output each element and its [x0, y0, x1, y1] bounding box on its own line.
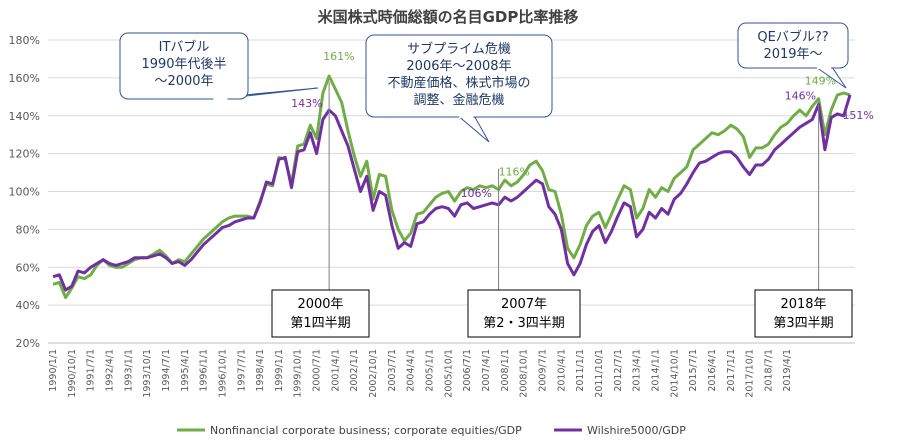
x-tick-label: 1997/7/1: [236, 349, 247, 392]
period-box-text: 2018年: [780, 297, 826, 312]
x-tick-label: 2011/10/1: [594, 349, 605, 398]
x-tick-label: 2018/7/1: [763, 349, 774, 392]
x-tick-label: 1991/7/1: [86, 349, 97, 392]
y-tick-label: 80%: [16, 223, 40, 236]
peak-label: 149%: [805, 75, 836, 88]
callout-box: [365, 34, 553, 118]
x-tick-label: 1996/1/1: [199, 349, 210, 392]
x-tick-label: 2014/1/1: [650, 349, 661, 392]
x-tick-label: 1993/10/1: [142, 349, 153, 398]
peak-label: 116%: [499, 166, 530, 179]
x-tick-label: 2016/4/1: [707, 349, 718, 392]
period-box: [271, 289, 370, 338]
legend: Nonfinancial corporate business; corpora…: [177, 424, 686, 437]
x-tick-label: 2000/7/1: [312, 349, 323, 392]
x-tick-label: 1990/10/1: [67, 349, 78, 398]
x-tick-label: 2013/4/1: [632, 349, 643, 392]
x-axis-ticks: 1990/1/1 1990/10/1 1991/7/1 1992/4/1 1993/1/…: [48, 342, 855, 398]
peak-label: 151%: [842, 109, 873, 122]
x-tick-label: 2014/10/1: [669, 349, 680, 398]
x-tick-label: 2002/1/1: [349, 349, 360, 392]
y-tick-label: 180%: [9, 34, 40, 47]
x-tick-label: 2006/7/1: [462, 349, 473, 392]
x-tick-label: 2012/7/1: [613, 349, 624, 392]
series-line-nonfinancial: [52, 74, 851, 300]
peak-label: 161%: [323, 50, 354, 63]
peak-label: 143%: [291, 97, 322, 110]
x-tick-label: 2001/4/1: [330, 349, 341, 392]
callouts: ITバブル 1990年代後半〜2000年 サブプライム危機 2006年〜2008年不動…: [119, 22, 849, 143]
x-tick-label: 2011/1/1: [575, 349, 586, 392]
y-tick-label: 60%: [16, 261, 40, 274]
y-tick-label: 40%: [16, 299, 40, 312]
callout-text: サブプライム危機: [407, 41, 511, 57]
x-tick-label: 1992/4/1: [104, 349, 115, 392]
peak-label: 146%: [785, 89, 816, 102]
peak-label: 106%: [461, 187, 492, 200]
y-tick-label: 20%: [16, 337, 40, 350]
legend-label: Nonfinancial corporate business; corpora…: [210, 424, 522, 437]
x-tick-label: 2015/7/1: [688, 349, 699, 392]
x-tick-label: 1993/1/1: [123, 349, 134, 392]
series-line-wilshire: [52, 94, 852, 292]
x-tick-label: 2005/10/1: [443, 349, 454, 398]
y-axis-ticks: 20% 40% 60% 80% 100% 120% 140% 160% 180%: [9, 34, 40, 350]
callout-text: 1990年代後半: [141, 57, 226, 72]
x-tick-label: 1999/1/1: [274, 349, 285, 392]
callout-text: 調整、金融危機: [413, 92, 504, 108]
x-tick-label: 2017/1/1: [726, 349, 737, 392]
y-tick-label: 160%: [9, 72, 40, 85]
peak-labels: 161% 143% 116% 106% 149%146% 151%: [291, 50, 874, 200]
y-tick-label: 120%: [9, 148, 40, 161]
period-box-text: 2007年: [501, 297, 547, 312]
x-tick-label: 1999/10/1: [293, 349, 304, 398]
period-box-text: 第2・3四半期: [483, 316, 565, 331]
x-tick-label: 1990/1/1: [48, 349, 59, 392]
period-box: [467, 289, 581, 338]
callout-text: QEバブル??: [757, 29, 828, 45]
x-tick-label: 1996/10/1: [217, 349, 228, 398]
period-box-text: 第3四半期: [773, 316, 833, 331]
callout-text: ITバブル: [159, 39, 210, 55]
x-tick-label: 2008/1/1: [500, 349, 511, 392]
callout-text: 不動産価格、株式市場の: [387, 75, 530, 91]
x-tick-label: 2002/10/1: [368, 349, 379, 398]
callout-box: [737, 22, 849, 69]
period-box-text: 2000年: [297, 297, 343, 312]
period-box: [754, 289, 853, 338]
series-lines: [52, 74, 852, 300]
x-tick-label: 2004/4/1: [406, 349, 417, 392]
period-box-text: 第1四半期: [290, 316, 350, 331]
x-tick-label: 2010/4/1: [556, 349, 567, 392]
callout-text: 2019年〜: [763, 47, 822, 62]
x-tick-label: 1995/4/1: [180, 349, 191, 392]
callout-tail: [456, 115, 490, 143]
callout-text: 〜2000年: [154, 74, 213, 89]
x-tick-label: 2009/7/1: [537, 349, 548, 392]
callout-text: 2006年〜2008年: [406, 59, 511, 74]
x-tick-label: 1998/4/1: [255, 349, 266, 392]
x-tick-label: 1994/7/1: [161, 349, 172, 392]
x-tick-label: 2019/4/1: [782, 349, 793, 392]
x-tick-label: 2007/4/1: [481, 349, 492, 392]
x-tick-label: 2008/10/1: [519, 349, 530, 398]
y-tick-label: 100%: [9, 186, 40, 199]
callout-box: [119, 32, 249, 100]
legend-label: Wilshire5000/GDP: [587, 424, 686, 437]
chart-title: 米国株式時価総額の名目GDP比率推移: [318, 8, 579, 26]
x-tick-label: 2003/7/1: [387, 349, 398, 392]
x-tick-label: 2005/1/1: [425, 349, 436, 392]
y-tick-label: 140%: [9, 110, 40, 123]
x-tick-label: 2017/10/1: [745, 349, 756, 398]
